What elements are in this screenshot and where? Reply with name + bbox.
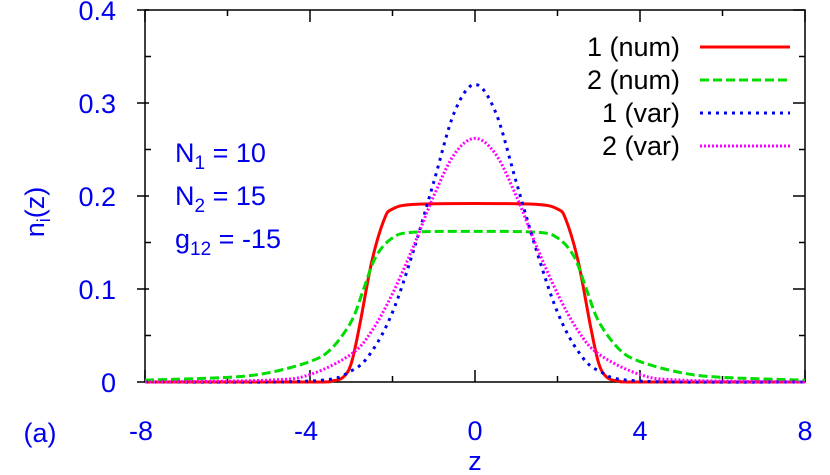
x-tick-labels: -8 -4 0 4 8 bbox=[129, 416, 813, 446]
annotation-n2: N2 = 15 bbox=[175, 181, 266, 217]
series-line bbox=[144, 82, 806, 384]
y-axis-label: ni(z) bbox=[20, 187, 54, 238]
svg-text:ni(z): ni(z) bbox=[20, 187, 54, 238]
x-tick-label: 0 bbox=[467, 416, 482, 446]
annotation-g12: g12 = -15 bbox=[175, 224, 281, 260]
data-curves bbox=[144, 82, 806, 384]
legend-label: 2 (num) bbox=[587, 65, 680, 95]
x-tick-label: -4 bbox=[294, 416, 318, 446]
x-tick-label: 8 bbox=[797, 416, 812, 446]
legend-label: 1 (var) bbox=[602, 98, 680, 128]
legend-label: 1 (num) bbox=[587, 32, 680, 62]
series-line bbox=[144, 201, 806, 384]
legend-label: 2 (var) bbox=[602, 131, 680, 161]
panel-label: (a) bbox=[24, 418, 57, 448]
series-line bbox=[144, 136, 806, 384]
x-tick-label: -8 bbox=[129, 416, 153, 446]
x-tick-label: 4 bbox=[632, 416, 647, 446]
y-tick-label: 0.4 bbox=[78, 0, 116, 26]
y-tick-labels: 0 0.1 0.2 0.3 0.4 bbox=[78, 0, 116, 398]
x-axis-label: z bbox=[468, 446, 482, 475]
y-tick-label: 0.1 bbox=[78, 275, 116, 305]
annotation-n1: N1 = 10 bbox=[175, 138, 266, 174]
y-tick-label: 0 bbox=[101, 368, 116, 398]
legend: 1 (num)2 (num)1 (var)2 (var) bbox=[587, 32, 790, 161]
y-tick-label: 0.2 bbox=[78, 182, 116, 212]
series-line bbox=[144, 229, 806, 382]
y-tick-label: 0.3 bbox=[78, 89, 116, 119]
